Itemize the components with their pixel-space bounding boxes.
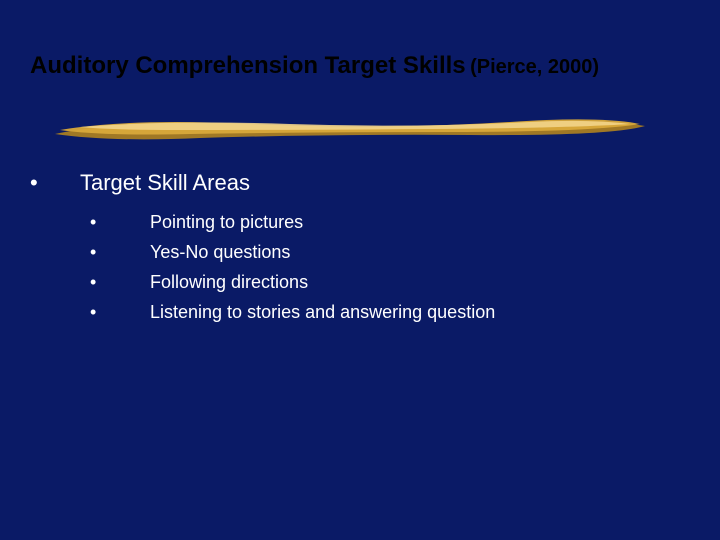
brush-stroke-dark bbox=[55, 121, 645, 139]
bullet-level1: • Target Skill Areas bbox=[30, 170, 690, 196]
brush-stroke-mid bbox=[60, 119, 640, 134]
bullet-level2-text: Pointing to pictures bbox=[150, 210, 303, 234]
bullet-level2-text: Yes-No questions bbox=[150, 240, 290, 264]
list-item: • Yes-No questions bbox=[90, 240, 690, 264]
brush-underline-icon bbox=[50, 102, 650, 152]
bullet-glyph: • bbox=[90, 240, 150, 264]
list-item: • Listening to stories and answering que… bbox=[90, 300, 690, 324]
slide-body: • Target Skill Areas • Pointing to pictu… bbox=[30, 170, 690, 330]
list-item: • Pointing to pictures bbox=[90, 210, 690, 234]
bullet-glyph: • bbox=[90, 210, 150, 234]
bullet-glyph: • bbox=[90, 270, 150, 294]
slide-title-line: Auditory Comprehension Target Skills (Pi… bbox=[30, 52, 690, 80]
bullet-glyph: • bbox=[90, 300, 150, 324]
slide-title-citation: (Pierce, 2000) bbox=[470, 56, 599, 78]
bullet-glyph: • bbox=[30, 170, 80, 196]
slide-title-main: Auditory Comprehension Target Skills bbox=[30, 52, 466, 79]
bullet-level1-text: Target Skill Areas bbox=[80, 170, 250, 196]
list-item: • Following directions bbox=[90, 270, 690, 294]
slide: Auditory Comprehension Target Skills (Pi… bbox=[0, 0, 720, 540]
bullet-level2-list: • Pointing to pictures • Yes-No question… bbox=[90, 210, 690, 324]
bullet-level2-text: Following directions bbox=[150, 270, 308, 294]
slide-title-area: Auditory Comprehension Target Skills (Pi… bbox=[30, 52, 690, 80]
bullet-level2-text: Listening to stories and answering quest… bbox=[150, 300, 495, 324]
brush-stroke-light bbox=[80, 121, 630, 130]
